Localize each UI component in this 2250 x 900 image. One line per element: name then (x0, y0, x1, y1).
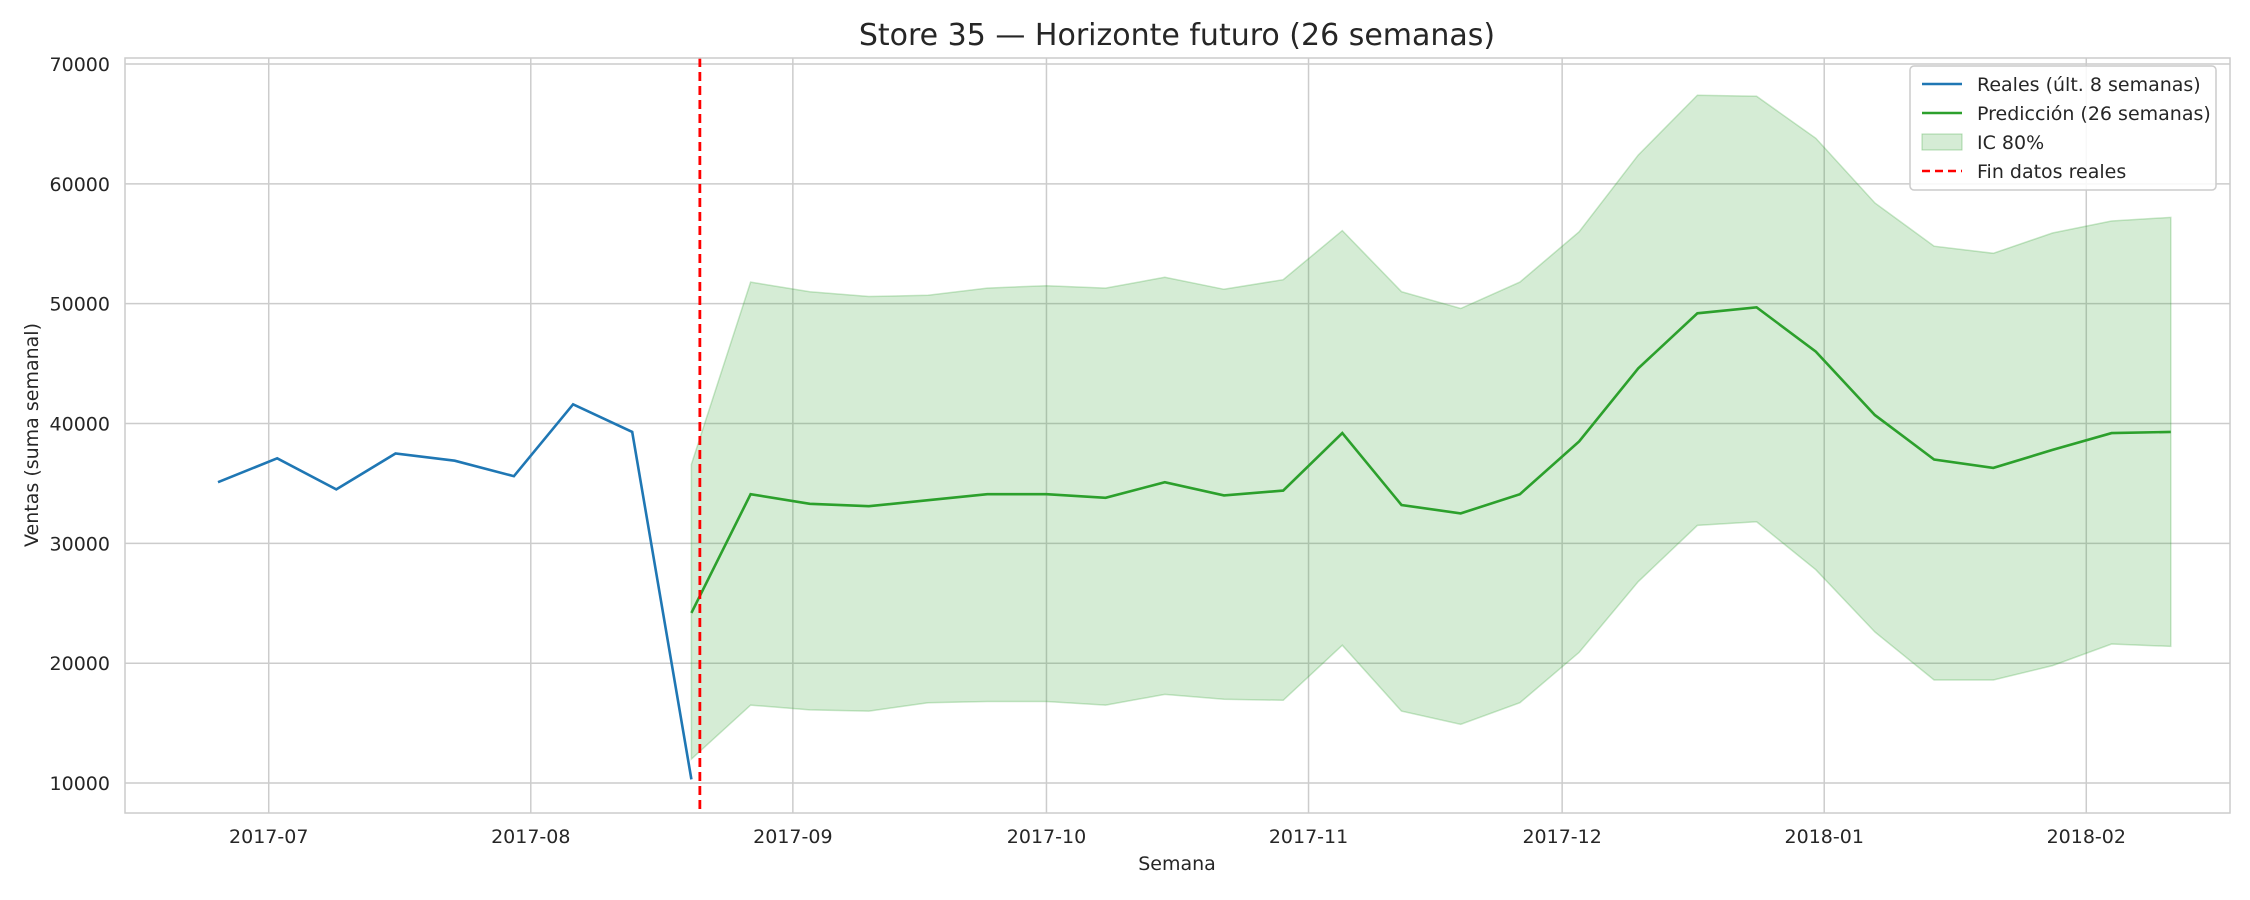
grid-y (125, 63, 2230, 784)
x-tick-label: 2018-01 (1785, 826, 1864, 848)
x-tick-label: 2017-07 (229, 826, 308, 848)
x-tick-label: 2017-08 (491, 826, 570, 848)
y-tick-label: 50000 (50, 294, 110, 316)
forecast-series-line (690, 305, 2171, 614)
y-tick-label: 70000 (50, 54, 110, 76)
legend-swatch-ci (1921, 133, 1963, 151)
y-tick-label: 20000 (50, 653, 110, 675)
y-tick-label: 60000 (50, 174, 110, 196)
ci-band (690, 94, 2172, 761)
legend: Reales (últ. 8 semanas) Predicción (26 s… (1909, 65, 2217, 191)
x-tick-label: 2017-11 (1269, 826, 1348, 848)
legend-label-cutoff: Fin datos reales (1977, 161, 2126, 183)
actual-series-line (217, 402, 693, 780)
grid-x (267, 58, 2088, 813)
legend-label-ci: IC 80% (1977, 132, 2044, 154)
x-axis-label: Semana (1138, 853, 1216, 875)
x-tick-label: 2017-12 (1522, 826, 1601, 848)
plot-area (124, 57, 2231, 814)
y-axis-label: Ventas (suma semanal) (21, 323, 43, 547)
y-tick-label: 30000 (50, 533, 110, 555)
plot-frame (124, 57, 2231, 814)
x-tick-label: 2018-02 (2047, 826, 2126, 848)
chart-title: Store 35 — Horizonte futuro (26 semanas) (859, 18, 1495, 53)
y-tick-label: 40000 (50, 414, 110, 436)
x-tick-labels: 2017-07 2017-08 2017-09 2017-10 2017-11 2017-… (229, 826, 2126, 848)
y-tick-labels: 10000 20000 30000 40000 50000 60000 70000 (50, 54, 110, 795)
legend-label-actual: Reales (últ. 8 semanas) (1977, 74, 2201, 96)
x-tick-label: 2017-10 (1007, 826, 1086, 848)
y-tick-label: 10000 (50, 773, 110, 795)
legend-label-forecast: Predicción (26 semanas) (1977, 103, 2211, 125)
legend-box (1909, 65, 2217, 191)
x-tick-label: 2017-09 (753, 826, 832, 848)
